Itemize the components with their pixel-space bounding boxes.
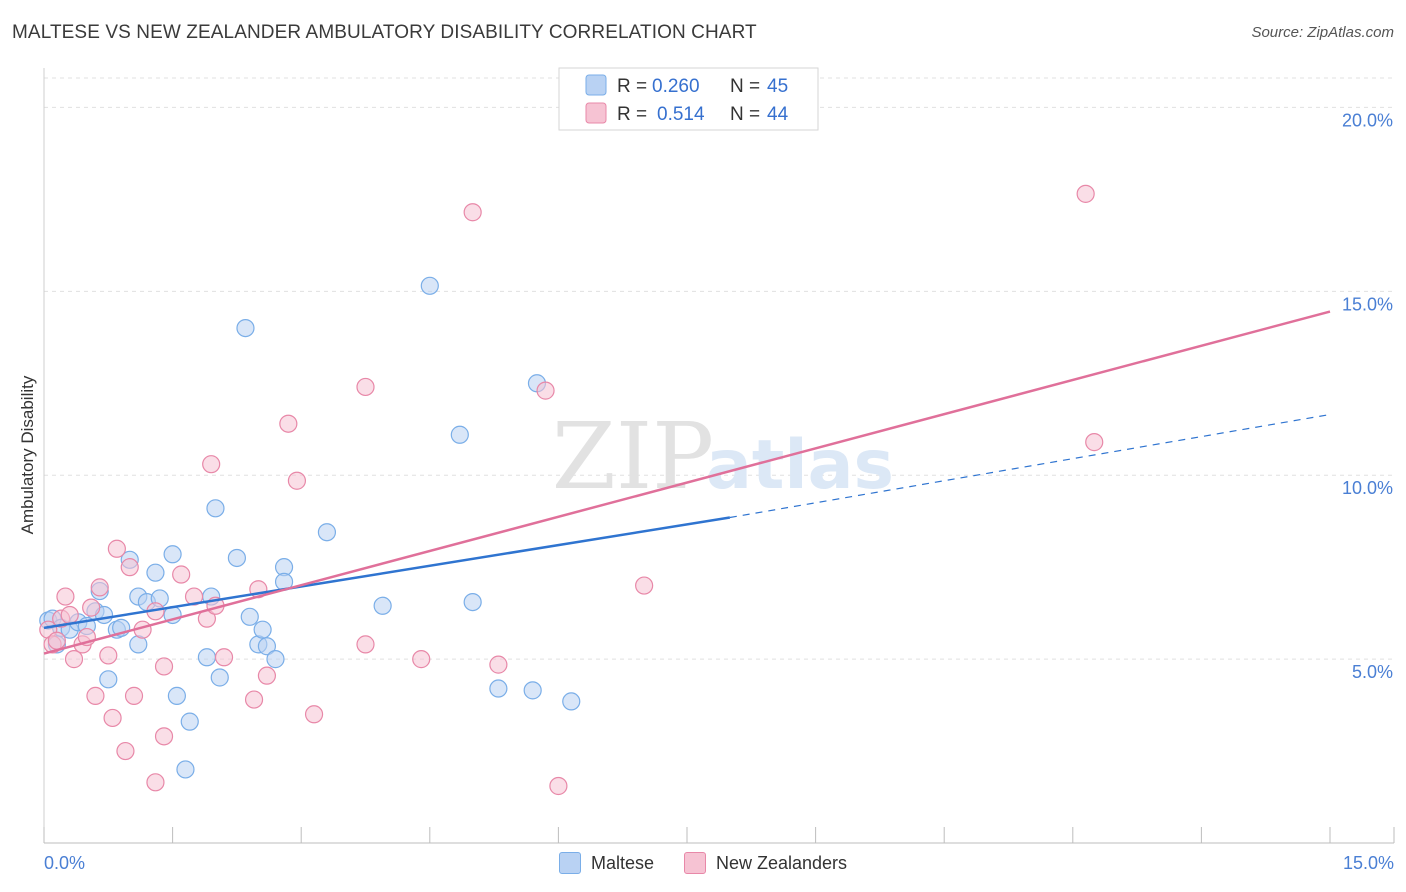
- maltese-point: [180, 712, 199, 731]
- legend-r-value-new-zealanders: 0.514: [657, 104, 705, 125]
- maltese-point: [562, 692, 581, 711]
- legend-swatch-new-zealanders: [585, 102, 607, 124]
- series-label-maltese: Maltese: [590, 852, 654, 873]
- new-zealanders-point: [154, 657, 174, 676]
- y-tick-label: 15.0%: [1342, 294, 1393, 314]
- maltese-point: [450, 425, 469, 444]
- maltese-trend-extension: [729, 413, 1331, 519]
- new-zealanders-point: [107, 539, 126, 558]
- series-swatch-maltese: [558, 852, 581, 874]
- legend-n-label-new-zealanders: N =: [730, 104, 760, 125]
- new-zealanders-point: [463, 203, 482, 222]
- maltese-point: [99, 670, 118, 689]
- new-zealanders-point: [279, 414, 298, 433]
- new-zealanders-point: [244, 690, 264, 709]
- new-zealanders-point: [1085, 433, 1104, 452]
- maltese-point: [176, 760, 195, 779]
- watermark-zip: ZIP: [552, 403, 714, 510]
- series-legend-new-zealanders: New Zealanders: [683, 852, 848, 874]
- source-credit: Source: ZipAtlas.com: [1251, 24, 1394, 41]
- new-zealanders-point: [120, 558, 139, 577]
- series-swatch-new-zealanders: [683, 852, 706, 874]
- new-zealanders-point: [489, 655, 508, 674]
- new-zealanders-point: [356, 377, 375, 397]
- new-zealanders-point: [184, 587, 204, 606]
- legend-r-value-maltese: 0.260: [652, 76, 700, 97]
- maltese-point: [523, 681, 542, 700]
- new-zealanders-point: [56, 587, 75, 606]
- new-zealanders-point: [536, 381, 555, 400]
- new-zealanders-point: [146, 773, 165, 792]
- maltese-point: [163, 545, 182, 564]
- axes: [43, 68, 1395, 844]
- watermark-atlas: atlas: [706, 426, 894, 505]
- new-zealanders-point: [214, 648, 234, 667]
- stats-legend: R = 0.260 N = 45 R = 0.514 N = 44: [558, 67, 819, 131]
- x-tick-labels: 0.0% 15.0%: [44, 853, 1394, 873]
- y-tick-label: 5.0%: [1352, 662, 1393, 682]
- legend-n-value-maltese: 45: [767, 76, 788, 97]
- legend-n-value-new-zealanders: 44: [767, 104, 789, 125]
- new-zealanders-point: [103, 708, 122, 728]
- new-zealanders-point: [287, 471, 307, 490]
- new-zealanders-point: [99, 646, 118, 665]
- y-tick-label: 10.0%: [1342, 478, 1393, 498]
- x-tick-label-max: 15.0%: [1343, 853, 1394, 873]
- maltese-point: [253, 620, 272, 639]
- new-zealanders-point: [202, 455, 221, 474]
- maltese-point: [206, 499, 225, 518]
- maltese-point: [463, 592, 482, 612]
- y-tick-label: 20.0%: [1342, 110, 1393, 130]
- new-zealanders-point: [412, 650, 431, 669]
- new-zealanders-point: [1076, 184, 1095, 203]
- watermark: ZIP atlas: [552, 403, 894, 510]
- new-zealanders-trend-line: [43, 310, 1331, 655]
- legend-r-label-new-zealanders: R =: [617, 104, 647, 125]
- new-zealanders-point: [60, 605, 79, 625]
- maltese-point: [197, 648, 216, 667]
- maltese-point: [167, 686, 186, 705]
- new-zealanders-point: [82, 598, 101, 617]
- y-tick-labels: 5.0% 10.0% 15.0% 20.0%: [1342, 110, 1393, 682]
- series-legend-maltese: Maltese: [558, 852, 654, 874]
- maltese-point: [236, 318, 255, 338]
- series-legend: Maltese New Zealanders: [0, 852, 1406, 874]
- legend-r-label-maltese: R =: [617, 76, 647, 97]
- new-zealanders-point: [549, 776, 568, 796]
- new-zealanders-point: [90, 578, 109, 597]
- maltese-trend-line: [43, 516, 731, 630]
- maltese-point: [227, 548, 246, 568]
- trend-lines: [43, 310, 1331, 655]
- gridlines: [44, 77, 1394, 660]
- maltese-point: [489, 679, 508, 698]
- maltese-point: [317, 523, 337, 542]
- maltese-point: [240, 607, 259, 626]
- chart-title: MALTESE VS NEW ZEALANDER AMBULATORY DISA…: [12, 22, 757, 43]
- new-zealanders-point: [124, 686, 144, 705]
- new-zealanders-point: [356, 635, 375, 654]
- maltese-point: [146, 563, 165, 582]
- new-zealanders-point: [64, 650, 84, 669]
- maltese-point: [373, 596, 392, 615]
- maltese-point: [257, 637, 277, 656]
- legend-n-label-maltese: N =: [730, 76, 760, 97]
- new-zealanders-point: [304, 705, 324, 724]
- new-zealanders-point: [257, 666, 277, 685]
- series-label-new-zealanders: New Zealanders: [715, 852, 848, 873]
- new-zealanders-point: [154, 727, 174, 746]
- new-zealanders-point: [635, 576, 654, 595]
- maltese-point: [210, 668, 229, 687]
- new-zealanders-point: [172, 565, 191, 584]
- new-zealanders-point: [86, 686, 105, 705]
- x-tick-label-min: 0.0%: [44, 853, 85, 873]
- new-zealanders-point: [47, 631, 66, 650]
- maltese-point: [420, 276, 439, 295]
- maltese-point: [266, 650, 285, 669]
- new-zealanders-point: [116, 741, 135, 761]
- legend-swatch-maltese: [585, 74, 607, 96]
